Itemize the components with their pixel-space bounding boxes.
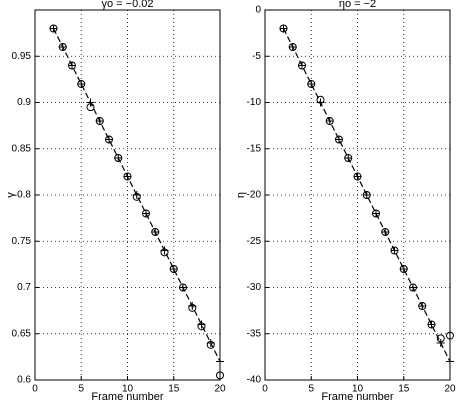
data-point <box>399 265 408 273</box>
data-point <box>316 98 325 107</box>
x-axis-label: Frame number <box>321 391 393 403</box>
data-point <box>298 61 306 70</box>
data-point <box>409 283 417 292</box>
data-point <box>123 172 132 181</box>
y-tick-label: 0.8 <box>17 190 31 201</box>
y-tick-label: 0.6 <box>17 375 31 386</box>
data-point <box>114 154 123 162</box>
data-point <box>169 265 178 273</box>
x-tick-label: 15 <box>168 384 180 395</box>
data-point <box>427 320 436 329</box>
data-point <box>446 357 454 366</box>
chart-title: ηo = −2 <box>339 0 376 10</box>
y-tick-label: -15 <box>247 143 262 154</box>
data-point <box>335 135 343 144</box>
data-point <box>418 302 427 310</box>
data-point <box>197 320 206 329</box>
data-point <box>344 154 353 162</box>
data-point <box>325 117 334 125</box>
x-axis-label: Frame number <box>91 391 163 403</box>
y-tick-label: 0 <box>255 5 261 16</box>
data-point <box>216 371 224 380</box>
data-point <box>188 302 197 310</box>
data-point <box>353 172 362 181</box>
y-tick-label: -30 <box>247 282 262 293</box>
axes-frame <box>34 9 221 381</box>
data-point <box>95 117 104 125</box>
data-point <box>77 80 86 88</box>
data-point <box>307 80 316 88</box>
y-tick-label: 0.85 <box>12 143 32 154</box>
data-point <box>142 209 150 218</box>
x-tick-label: 5 <box>308 384 314 395</box>
data-point <box>105 135 113 144</box>
x-tick-label: 0 <box>32 384 38 395</box>
data-point <box>160 246 169 255</box>
y-tick-label: 0.95 <box>12 51 32 62</box>
x-tick-label: 10 <box>122 384 134 395</box>
y-tick-label: 0.7 <box>17 282 31 293</box>
y-tick-label: -20 <box>247 190 262 201</box>
data-point <box>86 98 95 107</box>
y-tick-label: -25 <box>247 236 262 247</box>
data-point <box>390 246 399 255</box>
data-point <box>446 331 454 340</box>
data-point <box>216 357 224 366</box>
axes-frame <box>264 9 451 381</box>
data-point <box>206 339 215 347</box>
x-tick-label: 5 <box>78 384 84 395</box>
x-tick-label: 10 <box>352 384 364 395</box>
x-tick-label: 15 <box>398 384 410 395</box>
data-point <box>132 191 141 199</box>
y-tick-label: -40 <box>247 375 262 386</box>
y-tick-label: 0.65 <box>12 328 32 339</box>
y-tick-label: 0.75 <box>12 236 32 247</box>
data-point <box>151 228 160 236</box>
data-point <box>68 61 76 70</box>
x-tick-label: 20 <box>214 384 226 395</box>
data-point <box>372 209 380 218</box>
y-tick-label: 0.9 <box>17 97 31 108</box>
data-point <box>288 43 297 51</box>
data-point <box>58 43 67 51</box>
data-point <box>436 339 445 347</box>
y-tick-label: -5 <box>252 51 261 62</box>
y-tick-label: -10 <box>247 97 262 108</box>
data-point <box>279 24 288 33</box>
y-axis-label: η <box>235 192 247 198</box>
data-point <box>49 24 58 33</box>
x-tick-label: 0 <box>262 384 268 395</box>
x-tick-label: 20 <box>444 384 456 395</box>
data-point <box>362 191 371 199</box>
chart-title: γo = −0.02 <box>102 0 154 10</box>
data-point <box>179 283 187 292</box>
y-tick-label: -35 <box>247 328 262 339</box>
data-point <box>381 228 390 236</box>
y-axis-label: γ <box>5 192 17 198</box>
